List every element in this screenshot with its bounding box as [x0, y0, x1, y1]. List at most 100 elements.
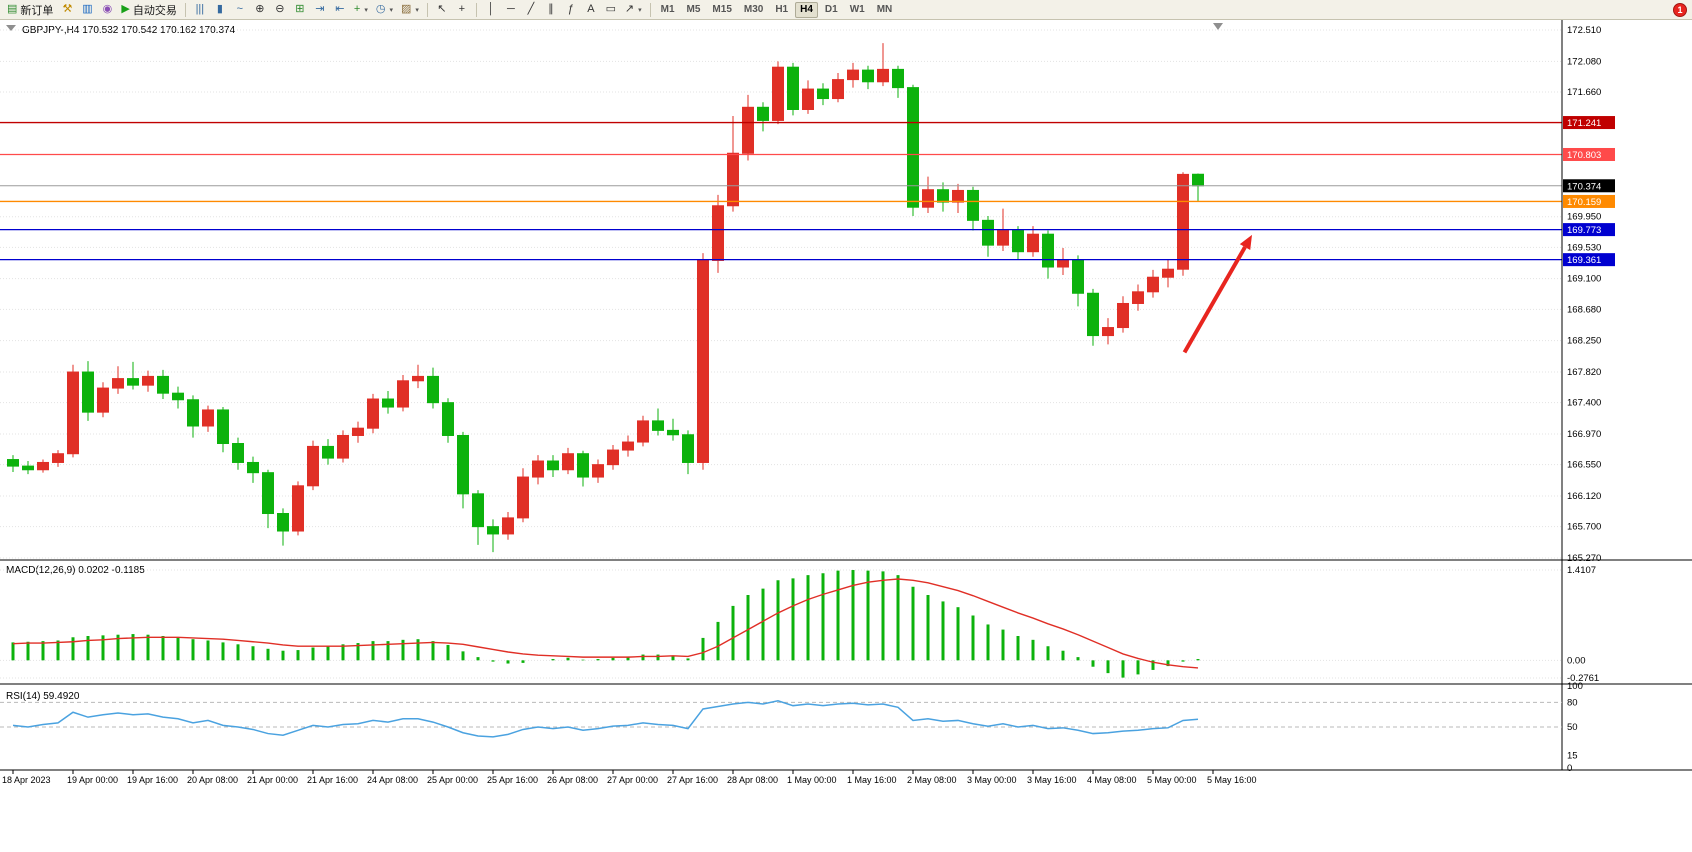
tile-windows-button[interactable]: ⊞ — [290, 1, 310, 19]
charts-profile-icon: ▥ — [82, 3, 93, 15]
bear-candle — [277, 513, 289, 532]
trend-arrow-shaft[interactable] — [1182, 246, 1247, 354]
timeframe-h1-button[interactable]: H1 — [775, 4, 789, 15]
price-axis-label: 166.970 — [1567, 429, 1601, 440]
auto-scroll-button[interactable]: ⇥ — [310, 1, 330, 19]
zoom-in-button[interactable]: ⊕ — [250, 1, 270, 19]
auto-trading-button[interactable]: ▶ 自动交易 — [117, 1, 180, 19]
price-axis-label: 168.250 — [1567, 336, 1601, 347]
timeframe-mn-button[interactable]: MN — [876, 4, 893, 15]
chart-area[interactable]: GBPJPY-,H4 170.532 170.542 170.162 170.3… — [0, 20, 1692, 852]
bear-candle — [7, 459, 19, 467]
periods-button[interactable]: ◷ ▾ — [372, 1, 397, 19]
chevron-down-icon: ▾ — [415, 6, 419, 14]
bear-candle — [82, 371, 94, 413]
pivot-line-tag-label: 170.159 — [1567, 197, 1601, 208]
zoom-out-icon: ⊖ — [275, 3, 285, 15]
time-axis-label: 20 Apr 08:00 — [187, 775, 238, 785]
trendline-button[interactable]: ╱ — [521, 1, 541, 19]
indicators-button[interactable]: + ▾ — [350, 1, 372, 19]
timeframe-m15-button[interactable]: M15 — [712, 4, 732, 15]
bear-candle — [472, 493, 484, 528]
bull-candle — [1102, 327, 1114, 337]
cursor-button[interactable]: ↖ — [432, 1, 452, 19]
bear-candle — [547, 460, 559, 471]
text-label-button[interactable]: ▭ — [601, 1, 621, 19]
bear-candle — [787, 66, 799, 110]
crosshair-button[interactable]: + — [452, 1, 472, 19]
notification-badge[interactable]: 1 — [1673, 3, 1687, 17]
chevron-down-icon: ▾ — [638, 6, 642, 14]
label-icon: ▭ — [605, 3, 617, 15]
resistance-line-1-tag — [1563, 116, 1615, 130]
history-button[interactable]: ◉ — [97, 1, 117, 19]
profiles-button[interactable]: ▥ — [77, 1, 97, 19]
price-axis-label: 166.550 — [1567, 460, 1601, 471]
bull-candle — [112, 378, 124, 389]
bear-candle — [577, 453, 589, 478]
timeframe-w1-button[interactable]: W1 — [849, 4, 865, 15]
one-click-trading-arrow[interactable] — [6, 25, 16, 31]
bear-candle — [1072, 259, 1084, 294]
bull-candle — [337, 434, 349, 459]
line-chart-button[interactable]: ~ — [230, 1, 250, 19]
bull-candle — [352, 427, 364, 436]
time-axis-label: 19 Apr 16:00 — [127, 775, 178, 785]
bear-candle — [892, 68, 904, 89]
bull-candle — [292, 485, 304, 532]
bear-candle — [682, 434, 694, 463]
template-icon: ▨ — [400, 3, 412, 15]
candlestick-chart-button[interactable]: ▮ — [210, 1, 230, 19]
rsi-axis-label: 80 — [1567, 697, 1578, 708]
toolbar-separator — [649, 2, 651, 17]
bull-candle — [802, 88, 814, 110]
fibonacci-button[interactable]: ƒ — [561, 1, 581, 19]
trend-arrow-head[interactable] — [1239, 234, 1252, 251]
timeframe-m5-button[interactable]: M5 — [686, 4, 701, 15]
bull-candle — [502, 517, 514, 535]
vertical-line-button[interactable]: │ — [481, 1, 501, 19]
arrows-button[interactable]: ↗ ▾ — [621, 1, 646, 19]
pivot-line-tag — [1563, 194, 1615, 208]
bull-candle — [97, 387, 109, 413]
bar-chart-button[interactable]: ||| — [190, 1, 210, 19]
time-axis-label: 19 Apr 00:00 — [67, 775, 118, 785]
bull-candle — [607, 449, 619, 466]
channel-icon: ∥ — [548, 3, 554, 15]
crosshair-icon: + — [458, 3, 466, 15]
chart-shift-button[interactable]: ⇤ — [330, 1, 350, 19]
bear-candle — [217, 409, 229, 445]
bull-candle — [622, 441, 634, 451]
bear-candle — [247, 461, 259, 474]
zoom-out-button[interactable]: ⊖ — [270, 1, 290, 19]
chart-shift-marker[interactable] — [1213, 23, 1223, 30]
bull-candle — [1132, 291, 1144, 304]
timeframe-m1-button[interactable]: M1 — [660, 4, 675, 15]
bull-candle — [742, 106, 754, 154]
time-axis-label: 24 Apr 08:00 — [367, 775, 418, 785]
support-line-2-tag-label: 169.361 — [1567, 255, 1601, 266]
hammer-icon: ⚒ — [62, 3, 73, 15]
horizontal-line-button[interactable]: ─ — [501, 1, 521, 19]
bull-candle — [412, 375, 424, 382]
time-axis-label: 5 May 16:00 — [1207, 775, 1257, 785]
time-axis-label: 5 May 00:00 — [1147, 775, 1197, 785]
support-line-1-tag — [1563, 223, 1615, 237]
cursor-icon: ↖ — [437, 3, 447, 15]
time-axis-label: 26 Apr 08:00 — [547, 775, 598, 785]
bull-candle — [922, 189, 934, 208]
templates-button[interactable]: ▨ ▾ — [397, 1, 423, 19]
new-order-button[interactable]: ▤ 新订单 — [3, 1, 57, 19]
text-button[interactable]: A — [581, 1, 601, 19]
channel-button[interactable]: ∥ — [541, 1, 561, 19]
timeframe-d1-button[interactable]: D1 — [824, 4, 838, 15]
styler-button[interactable]: ⚒ — [57, 1, 77, 19]
bull-candle — [637, 420, 649, 443]
price-axis-label: 171.660 — [1567, 87, 1601, 98]
bull-candle — [832, 79, 844, 100]
timeframe-h4-button[interactable]: H4 — [795, 1, 818, 18]
symbol-ohlc-line: GBPJPY-,H4 170.532 170.542 170.162 170.3… — [22, 25, 236, 36]
bull-candle — [367, 398, 379, 429]
time-axis-label: 18 Apr 2023 — [2, 775, 51, 785]
timeframe-m30-button[interactable]: M30 — [743, 4, 764, 15]
